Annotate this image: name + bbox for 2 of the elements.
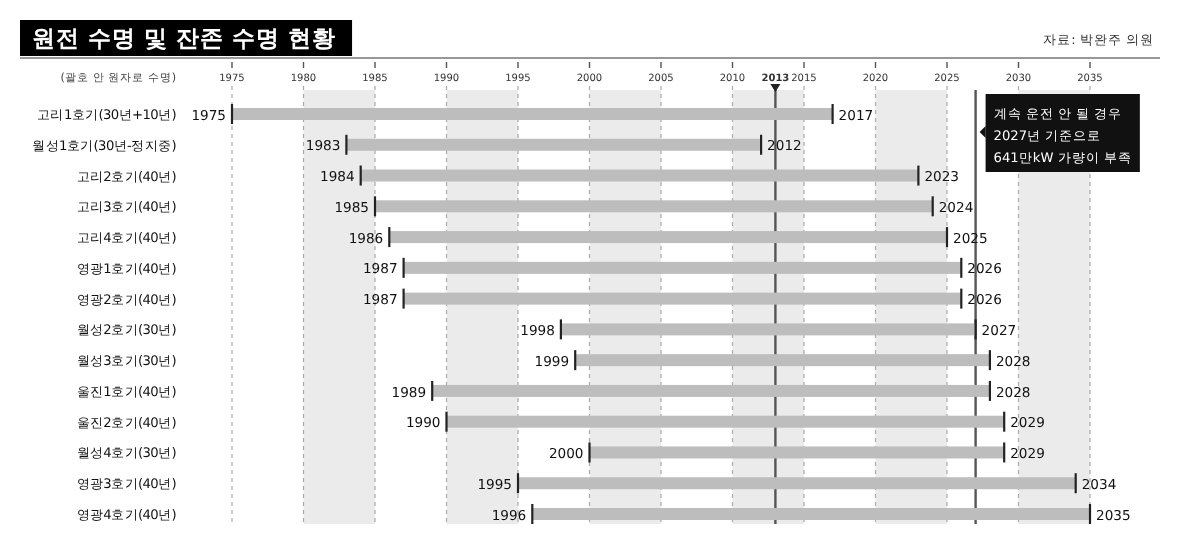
chart-title: 원전 수명 및 잔존 수명 현황 xyxy=(32,24,337,52)
title: 원전 수명 및 잔존 수명 현황 xyxy=(20,20,353,56)
